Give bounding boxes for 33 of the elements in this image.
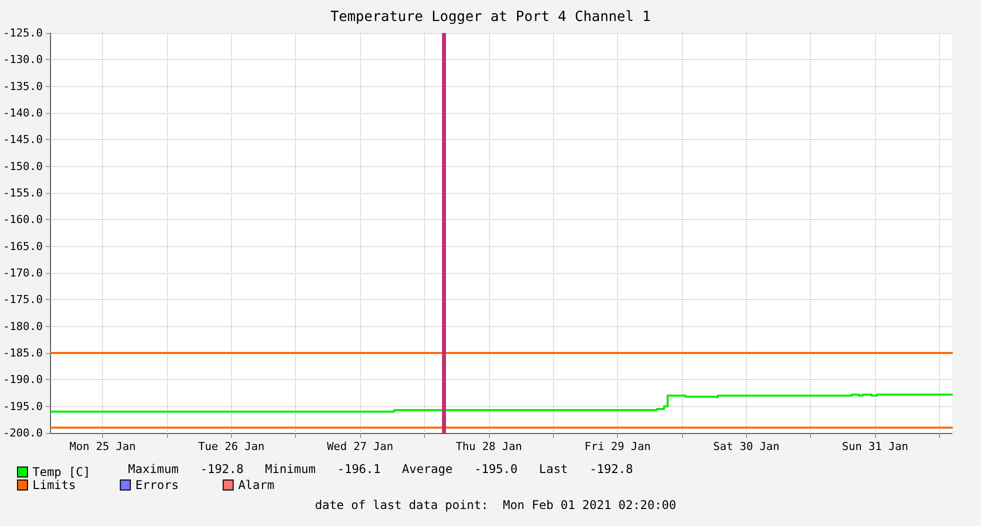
- text: Average -195.0: [402, 462, 518, 476]
- y-tick-label: -155.0: [2, 186, 43, 200]
- y-tick-label: -135.0: [2, 80, 43, 93]
- x-tick-label: Wed 27 Jan: [326, 440, 394, 453]
- y-tick-label: -165.0: [2, 240, 43, 253]
- x-tick-label: Fri 29 Jan: [584, 440, 651, 453]
- y-tick-label: -180.0: [2, 320, 43, 333]
- text: date of last data point: Mon Feb 01 2021 02:20:00: [315, 498, 676, 512]
- y-tick-label: -175.0: [2, 293, 43, 306]
- legend-label: Limits: [32, 478, 76, 492]
- x-tick-label: Sat 30 Jan: [713, 440, 780, 453]
- y-tick-label: -130.0: [2, 53, 43, 66]
- x-tick-label: Thu 28 Jan: [456, 440, 522, 453]
- y-tick-label: -190.0: [2, 373, 43, 386]
- legend-label: Errors: [135, 478, 179, 492]
- y-tick-label: -185.0: [2, 346, 43, 360]
- y-tick-label: -200.0: [2, 426, 43, 440]
- text: Last -192.8: [539, 462, 633, 476]
- x-tick-label: Sun 31 Jan: [842, 440, 908, 453]
- y-tick-label: -170.0: [2, 266, 43, 280]
- y-tick-label: -150.0: [2, 160, 43, 173]
- y-tick-label: -140.0: [2, 106, 43, 120]
- y-tick-label: -125.0: [2, 26, 43, 40]
- legend-label: Alarm: [238, 478, 274, 492]
- text: Minimum -196.1: [265, 462, 381, 476]
- y-tick-label: -195.0: [2, 400, 43, 413]
- y-tick-label: -160.0: [2, 213, 43, 226]
- y-tick-label: -145.0: [2, 133, 43, 146]
- text: Maximum -192.8: [128, 462, 244, 476]
- x-tick-label: Mon 25 Jan: [69, 440, 136, 453]
- legend-label: Temp [C]: [32, 465, 90, 479]
- x-tick-label: Tue 26 Jan: [198, 440, 264, 453]
- chart-title: Temperature Logger at Port 4 Channel 1: [330, 9, 651, 25]
